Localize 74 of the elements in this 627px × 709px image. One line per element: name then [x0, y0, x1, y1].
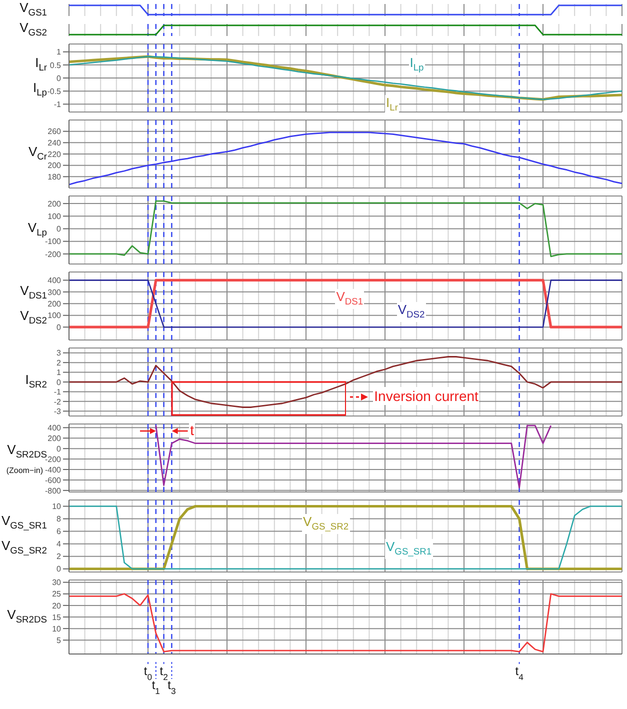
y-tick-label: 8 — [56, 514, 62, 524]
y-axis-title: V$_{Lp}$ — [28, 220, 47, 238]
y-tick-label: 200 — [48, 199, 62, 208]
y-tick-label: 0 — [56, 224, 62, 234]
x-tick-label: t$_{3}$ — [168, 678, 176, 696]
y-tick-label: -600 — [44, 476, 62, 485]
y-tick-label: 25 — [52, 590, 62, 599]
y-tick-label: -0.5 — [47, 86, 62, 96]
y-tick-label: 0 — [56, 74, 62, 83]
y-tick-label: 10 — [52, 502, 62, 512]
y-axis-title: V$_{GS2}$ — [20, 20, 47, 40]
y-tick-label: 100 — [48, 212, 62, 221]
y-axis-title: V$_{Cr}$ — [28, 142, 47, 164]
y-axis-title: I$_{Lr}$ I$_{Lp}$ — [32, 54, 47, 100]
y-tick-label: 10 — [52, 624, 62, 634]
y-tick-label: 400 — [48, 424, 62, 432]
y-tick-label: -1 — [54, 388, 62, 397]
x-tick-label: t$_{0}$ — [144, 664, 152, 682]
line-series — [69, 132, 622, 186]
y-tick-label: -100 — [44, 237, 62, 246]
x-tick-label: t$_{2}$ — [160, 664, 168, 682]
y-tick-label: 2 — [56, 358, 62, 368]
y-axis-title: I$_{SR2}$ — [25, 370, 47, 392]
y-tick-label: -3 — [54, 406, 62, 416]
y-tick-label: 0 — [56, 564, 62, 574]
y-axis-title: V$_{DS1}$ V$_{DS2}$ — [20, 282, 47, 328]
line-series — [155, 424, 552, 489]
annotation: t — [189, 421, 195, 440]
y-tick-label: -200 — [44, 250, 62, 259]
series-label: V$_{GS_SR2}$ — [302, 514, 350, 534]
y-tick-label: 30 — [52, 578, 62, 588]
series-label: V$_{GS_SR1}$ — [385, 538, 433, 560]
y-tick-label: -1 — [54, 100, 62, 109]
y-tick-label: 3 — [56, 348, 62, 358]
y-tick-label: 0 — [56, 378, 62, 387]
y-tick-label: 400 — [48, 276, 62, 286]
y-tick-label: 0.5 — [50, 60, 62, 70]
y-tick-label: 20 — [52, 601, 62, 610]
text: (Zoom−in) — [6, 464, 43, 476]
series-label: V$_{DS1}$ — [335, 288, 364, 310]
y-tick-label: 1 — [56, 48, 62, 57]
y-tick-label: 220 — [48, 150, 62, 159]
y-axis-title: V$_{GS1}$ — [20, 0, 47, 20]
series-label: I$_{Lr}$ — [385, 95, 399, 116]
y-tick-label: 240 — [48, 138, 62, 148]
y-tick-label: 200 — [48, 299, 62, 308]
line-series — [69, 200, 622, 258]
y-tick-label: 300 — [48, 288, 62, 297]
y-tick-label: 2 — [56, 552, 62, 562]
y-tick-label: 200 — [48, 161, 62, 170]
y-axis-title: V$_{SR2DS}$ — [7, 442, 47, 460]
y-tick-label: 6 — [56, 527, 62, 536]
y-tick-label: 180 — [48, 172, 62, 182]
y-tick-label: 200 — [48, 434, 62, 443]
x-tick-label: t$_{1}$ — [152, 678, 160, 696]
y-tick-label: -400 — [44, 465, 62, 474]
y-tick-label: -2 — [54, 397, 62, 406]
y-tick-label: 0 — [56, 444, 62, 454]
y-tick-label: 4 — [56, 540, 62, 549]
y-axis-title: V$_{GS_SR1}$ V$_{GS_SR2}$ — [1, 512, 47, 558]
y-axis-title: V$_{SR2DS}$ — [7, 606, 47, 626]
y-tick-label: -200 — [44, 454, 62, 464]
y-tick-label: 260 — [48, 127, 62, 136]
annotation: Inversion current — [373, 386, 480, 405]
y-tick-label: 0 — [56, 322, 62, 332]
y-tick-label: 15 — [52, 612, 62, 622]
series-label: I$_{Lp}$ — [408, 54, 425, 76]
y-tick-label: -800 — [44, 486, 62, 496]
x-tick-label: t$_{4}$ — [515, 664, 524, 682]
series-label: V$_{DS2}$ — [396, 302, 426, 322]
line-series — [69, 356, 622, 408]
y-tick-label: 5 — [56, 636, 62, 645]
y-tick-label: 1 — [56, 368, 62, 378]
y-tick-label: 100 — [48, 311, 62, 320]
